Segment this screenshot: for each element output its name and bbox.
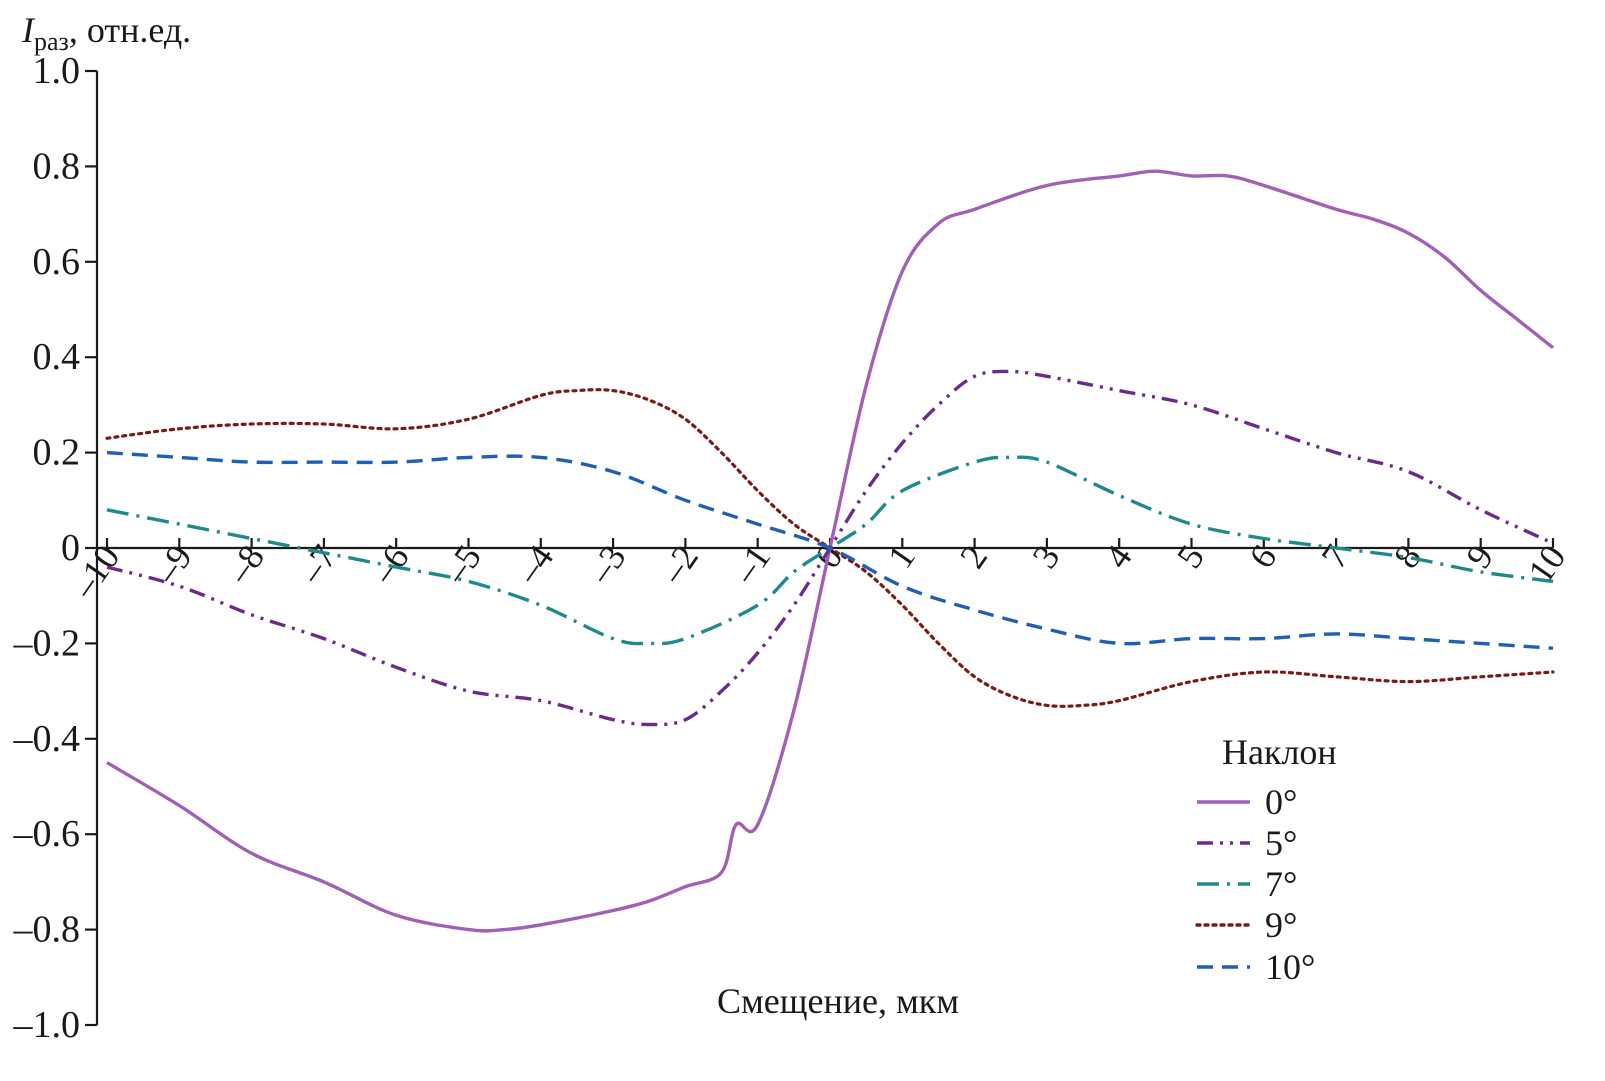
legend-label: 9°: [1265, 905, 1297, 945]
legend-label: 5°: [1265, 823, 1297, 863]
y-tick-label: –0.8: [13, 909, 81, 951]
y-tick-label: –0.4: [13, 718, 81, 760]
plot-lines: [105, 169, 1555, 933]
y-axis-title: Iраз, отн.ед.: [21, 10, 191, 56]
x-tick-label: –2: [652, 538, 706, 591]
x-tick-label: –1: [724, 538, 778, 591]
legend-label: 7°: [1265, 864, 1297, 904]
x-tick-label: –5: [435, 538, 489, 591]
y-tick-label: 0.6: [33, 241, 81, 283]
series-line: [106, 450, 1554, 650]
legend-label: 10°: [1265, 947, 1315, 987]
y-tick-label: 0.2: [33, 432, 81, 474]
x-tick-label: –8: [218, 538, 272, 591]
y-tick-label: 0.8: [33, 145, 81, 187]
x-axis-title: Смещение, мкм: [717, 981, 959, 1021]
y-tick-label: –0.2: [13, 622, 81, 664]
legend-label: 0°: [1265, 782, 1297, 822]
y-tick-label: –1.0: [13, 1004, 81, 1046]
y-tick-label: 1.0: [33, 50, 81, 92]
legend-title: Наклон: [1222, 732, 1337, 772]
x-tick-label: –4: [507, 538, 561, 591]
y-tick-label: –0.6: [13, 813, 81, 855]
y-tick-label: 0.4: [33, 336, 81, 378]
series-line: [106, 169, 1555, 933]
y-tick-label: 0: [61, 527, 80, 569]
x-tick-label: –3: [580, 538, 634, 591]
legend: Наклон 0°5°7°9°10°: [1195, 732, 1337, 987]
x-tick-label: –7: [290, 538, 344, 591]
